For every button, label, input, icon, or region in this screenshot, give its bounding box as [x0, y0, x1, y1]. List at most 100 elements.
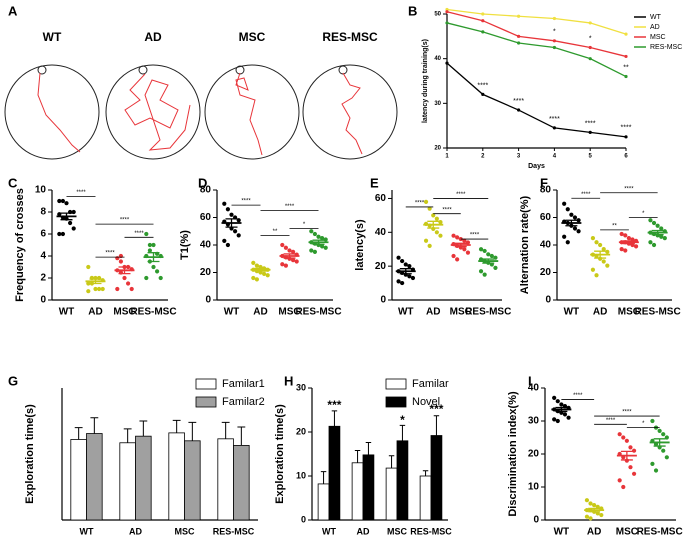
x-axis-label: Days	[528, 163, 545, 170]
data-point	[653, 468, 659, 473]
x-tick-label: AD	[426, 307, 440, 318]
panel-label: I	[528, 373, 532, 388]
data-point	[86, 289, 91, 294]
legend-label: Novel	[412, 396, 440, 408]
bar	[419, 475, 432, 521]
error-bar	[365, 442, 372, 455]
arena-label: AD	[144, 30, 162, 44]
x-tick-label: 2	[481, 154, 485, 160]
y-tick-label: 20	[528, 449, 540, 460]
data-point	[151, 242, 156, 248]
significance-label: ****	[120, 218, 130, 224]
data-point	[451, 233, 456, 238]
bar	[328, 425, 341, 521]
data-point	[71, 226, 76, 231]
data-point	[598, 242, 603, 248]
point	[624, 54, 628, 59]
data-point	[57, 231, 62, 237]
significance-label: ****	[134, 231, 144, 237]
data-point	[438, 220, 443, 225]
data-point	[624, 438, 629, 443]
y-tick-label: 8	[40, 207, 46, 218]
x-tick-label: MSC	[175, 526, 196, 536]
point	[552, 39, 557, 43]
data-point	[628, 445, 633, 450]
significance-label: ****	[442, 207, 452, 213]
swim-path	[124, 73, 191, 151]
swim-path	[341, 72, 363, 155]
legend-swatch	[385, 378, 407, 390]
significance-label: ****	[76, 190, 86, 196]
data-point	[427, 243, 432, 248]
platform	[338, 65, 348, 75]
y-tick-label: 50	[434, 12, 441, 18]
legend-label: Familar	[412, 378, 449, 390]
point	[588, 57, 592, 61]
data-point	[222, 238, 227, 243]
data-point	[68, 220, 73, 226]
data-point	[309, 229, 314, 234]
data-point	[93, 286, 98, 292]
x-tick-label: MSC	[278, 307, 300, 318]
y-tick-label: 60	[375, 193, 387, 204]
bar	[351, 462, 364, 521]
data-point	[562, 412, 568, 417]
series-line	[446, 62, 627, 138]
y-tick-label: 0	[533, 515, 539, 526]
error-bar	[622, 240, 635, 245]
bar	[233, 445, 250, 521]
y-tick-label: 10	[528, 482, 540, 493]
y-tick-label: 20	[540, 267, 552, 278]
annotation: **	[623, 64, 629, 71]
x-tick-label: MSC	[113, 307, 135, 318]
error-bar	[172, 419, 181, 433]
y-axis-label: latency during training(s)	[422, 39, 429, 123]
data-point	[605, 249, 610, 254]
data-point	[655, 223, 660, 228]
legend-label: MSC	[650, 34, 666, 41]
data-point	[584, 514, 590, 519]
y-tick-label: 6	[40, 229, 46, 240]
bar	[396, 440, 409, 521]
data-point	[57, 212, 62, 217]
x-tick-label: RES-MSC	[213, 526, 255, 536]
data-point	[552, 417, 557, 422]
point	[588, 21, 592, 25]
error-bar	[90, 417, 99, 434]
y-tick-label: 20	[200, 267, 212, 278]
panel-label: H	[284, 373, 293, 388]
series-line	[446, 8, 627, 35]
data-point	[623, 233, 628, 238]
arena-label: RES-MSC	[322, 30, 378, 44]
data-point	[572, 215, 578, 220]
data-point	[400, 258, 405, 264]
error-bar	[139, 420, 148, 437]
data-point	[400, 280, 405, 286]
error-bar	[620, 450, 633, 461]
data-point	[482, 272, 487, 277]
error-bar	[482, 258, 495, 264]
x-tick-label: AD	[253, 307, 267, 318]
data-point	[283, 245, 288, 250]
platform	[37, 65, 47, 75]
error-bar	[254, 267, 267, 272]
data-point	[651, 242, 657, 248]
y-tick-label: 0	[545, 295, 551, 306]
data-point	[650, 418, 655, 424]
data-point	[617, 478, 622, 483]
error-bar	[283, 253, 296, 259]
y-tick-label: 0	[301, 514, 306, 524]
legend-label: Familar1	[222, 378, 265, 390]
data-point	[552, 395, 557, 400]
significance-label: **	[612, 223, 617, 229]
annotation: ***	[327, 398, 341, 412]
x-tick-label: RES-MSC	[637, 527, 683, 538]
bar	[86, 433, 103, 521]
error-bar	[74, 427, 83, 440]
annotation: *	[400, 413, 405, 427]
significance-label: ****	[606, 418, 616, 424]
data-point	[455, 235, 460, 240]
bar	[135, 435, 152, 521]
data-point	[651, 220, 657, 226]
data-point	[396, 255, 401, 260]
